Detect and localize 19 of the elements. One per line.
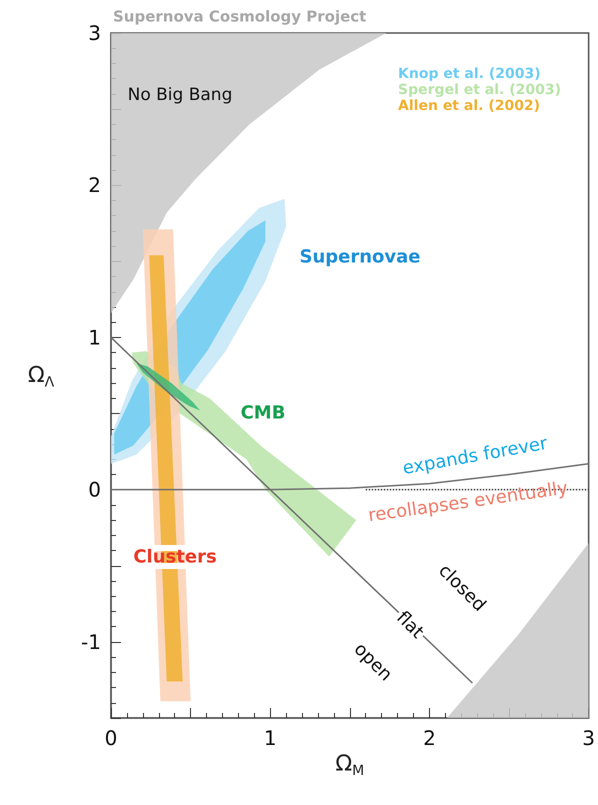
x-tick-label: 0 [104, 726, 118, 750]
text: Allen et al. (2002) [398, 98, 540, 114]
annotation: Supernovae [299, 246, 421, 268]
x-tick-label: 1 [264, 726, 277, 750]
chart-title: Supernova Cosmology Project [113, 8, 366, 26]
annotation: CMB [240, 402, 286, 424]
annotation: No Big Bang [128, 85, 232, 105]
x-tick-label: 2 [423, 726, 436, 750]
text: Spergel et al. (2003) [398, 82, 562, 98]
text: Knop et al. (2003) [398, 66, 541, 82]
annotation: expands forever [401, 432, 550, 480]
annotation: recollapses eventually [366, 478, 570, 526]
y-tick-label: 1 [88, 325, 101, 350]
y-tick-label: 2 [88, 173, 101, 198]
y-tick-label: 3 [88, 21, 101, 45]
y-tick-label: -1 [81, 630, 101, 654]
x-tick-label: 3 [582, 726, 596, 750]
annotation: flat [392, 607, 428, 643]
y-tick-label: 0 [88, 478, 101, 502]
